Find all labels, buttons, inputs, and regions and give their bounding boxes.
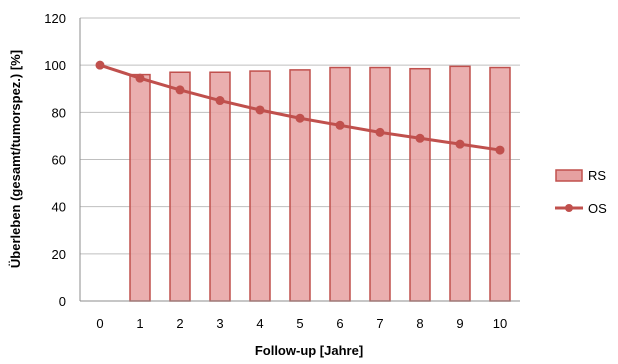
legend-marker-os — [565, 204, 573, 212]
x-tick-label-1: 1 — [136, 316, 143, 331]
legend: RS OS — [555, 168, 607, 216]
x-tick-label-10: 10 — [493, 316, 507, 331]
y-tick-label-80: 80 — [52, 105, 66, 120]
x-tick-label-4: 4 — [256, 316, 263, 331]
x-tick-label-0: 0 — [96, 316, 103, 331]
rs-bar-7 — [369, 66, 391, 302]
legend-label-os: OS — [588, 201, 607, 216]
os-point-6 — [335, 120, 345, 130]
legend-label-rs: RS — [588, 168, 606, 183]
y-tick-labels: 0 20 40 60 80 100 120 — [44, 11, 66, 309]
rs-bar-10 — [489, 66, 511, 302]
rs-bar-5 — [289, 69, 311, 302]
y-tick-label-20: 20 — [52, 247, 66, 262]
x-tick-label-7: 7 — [376, 316, 383, 331]
x-tick-label-5: 5 — [296, 316, 303, 331]
legend-swatch-rs — [555, 169, 583, 182]
x-tick-label-6: 6 — [336, 316, 343, 331]
os-point-3 — [215, 96, 225, 106]
os-point-10 — [495, 145, 505, 155]
legend-item-rs: RS — [555, 168, 606, 183]
os-point-8 — [415, 133, 425, 143]
y-tick-label-120: 120 — [44, 11, 66, 26]
x-tick-label-9: 9 — [456, 316, 463, 331]
rs-bar-8 — [409, 67, 431, 302]
rs-bar-3 — [209, 71, 231, 302]
os-point-1 — [135, 73, 145, 83]
rs-bars — [129, 65, 511, 302]
y-axis-title: Überleben (gesamt/tumorspez.) [%] — [8, 50, 23, 268]
os-point-7 — [375, 127, 385, 137]
rs-bar-2 — [169, 71, 191, 302]
y-tick-label-0: 0 — [59, 294, 66, 309]
os-line-series — [95, 60, 505, 155]
axes — [79, 18, 520, 302]
os-point-2 — [175, 85, 185, 95]
rs-bar-1 — [129, 73, 151, 302]
os-point-0 — [95, 60, 105, 70]
rs-bar-9 — [449, 65, 471, 302]
x-tick-label-8: 8 — [416, 316, 423, 331]
os-point-4 — [255, 105, 265, 115]
os-point-5 — [295, 113, 305, 123]
x-axis-title: Follow-up [Jahre] — [255, 343, 363, 358]
y-tick-label-60: 60 — [52, 153, 66, 168]
x-tick-label-3: 3 — [216, 316, 223, 331]
os-point-9 — [455, 139, 465, 149]
legend-item-os: OS — [555, 201, 607, 216]
y-tick-label-100: 100 — [44, 58, 66, 73]
x-tick-labels: 0 1 2 3 4 5 6 7 8 9 10 — [96, 316, 507, 331]
rs-bar-6 — [329, 66, 351, 302]
y-tick-label-40: 40 — [52, 200, 66, 215]
x-tick-label-2: 2 — [176, 316, 183, 331]
